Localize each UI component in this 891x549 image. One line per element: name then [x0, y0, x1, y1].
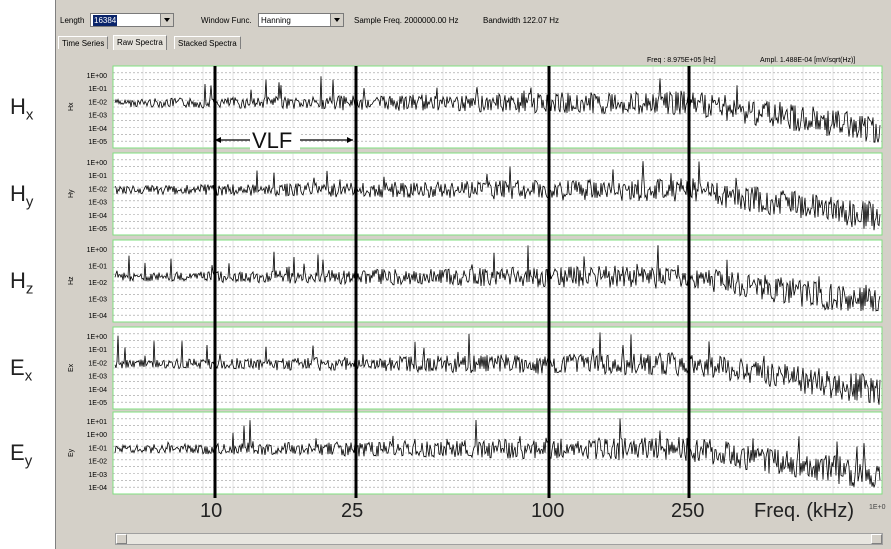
freq-tick-10: 10: [200, 500, 223, 522]
scroll-right-button[interactable]: [871, 534, 882, 544]
spectrum-trace: [114, 332, 881, 405]
channel-label-hy: Hy: [10, 181, 34, 211]
tick-label: 1E-03: [88, 297, 107, 304]
freq-readout: Freq : 8.975E+05 [Hz]: [647, 57, 716, 64]
tick-label: 1E-01: [88, 264, 107, 271]
freq-tick-250: 250: [671, 500, 705, 522]
channel-label-ey: Ey: [10, 440, 33, 470]
window-func-value: Hanning: [261, 16, 291, 25]
channel-axis-label: Ex: [68, 363, 75, 372]
corner-tick: 1E+0: [869, 504, 886, 511]
tab-raw-spectra[interactable]: Raw Spectra: [113, 35, 167, 50]
tick-label: 1E-04: [88, 387, 107, 394]
tick-label: 1E-03: [88, 113, 107, 120]
tick-label: 1E-03: [88, 374, 107, 381]
tick-label: 1E-05: [88, 400, 107, 407]
spectrum-trace: [114, 245, 881, 312]
chevron-down-icon[interactable]: [160, 14, 173, 26]
toolbar: Length 16384 Window Func. Hanning Sample…: [56, 10, 891, 32]
chevron-down-icon[interactable]: [330, 14, 343, 26]
channel-axis-label: Hy: [68, 189, 75, 198]
tab-stacked-spectra[interactable]: Stacked Spectra: [174, 36, 241, 49]
channel-label-hx: Hx: [10, 94, 34, 124]
channel-label-hz: Hz: [10, 268, 34, 298]
freq-axis-label: Freq. (kHz): [754, 500, 854, 522]
tick-label: 1E+00: [87, 73, 108, 80]
tick-label: 1E+00: [87, 334, 108, 341]
channel-axis-label: Ey: [68, 448, 75, 457]
ampl-readout: Ampl. 1.488E-04 [mV/sqrt(Hz)]: [760, 57, 855, 64]
tick-label: 1E-03: [88, 200, 107, 207]
tick-label: 1E-03: [88, 472, 107, 479]
length-value: 16384: [93, 15, 118, 26]
channel-axis-label: Hx: [68, 102, 75, 111]
tick-label: 1E-02: [88, 360, 107, 367]
tick-label: 1E-02: [88, 459, 107, 466]
vlf-arrowhead-right: [347, 137, 353, 143]
tick-label: 1E-04: [88, 213, 107, 220]
tick-label: 1E-05: [88, 139, 107, 146]
channel-label-ex: Ex: [10, 355, 33, 385]
spectrum-trace: [114, 418, 881, 488]
tick-label: 1E-04: [88, 485, 107, 492]
vlf-arrowhead-left: [215, 137, 221, 143]
tick-label: 1E-02: [88, 99, 107, 106]
tick-label: 1E+01: [87, 419, 108, 426]
tick-label: 1E-01: [88, 445, 107, 452]
tick-label: 1E-01: [88, 347, 107, 354]
spectrum-trace: [114, 161, 881, 231]
tick-label: 1E-02: [88, 186, 107, 193]
tick-label: 1E-01: [88, 173, 107, 180]
tab-time-series[interactable]: Time Series: [58, 36, 109, 49]
sample-freq-text: Sample Freq. 2000000.00 Hz: [354, 16, 459, 25]
length-label: Length: [60, 16, 85, 25]
channel-axis-label: Hz: [68, 276, 75, 285]
scroll-left-button[interactable]: [116, 534, 127, 544]
tick-label: 1E+00: [87, 247, 108, 254]
bandwidth-text: Bandwidth 122.07 Hz: [483, 16, 560, 25]
length-dropdown[interactable]: 16384: [90, 13, 174, 27]
spectrum-trace: [114, 76, 881, 143]
tick-label: 1E-04: [88, 126, 107, 133]
window-func-dropdown[interactable]: Hanning: [258, 13, 344, 27]
tick-label: 1E+00: [87, 432, 108, 439]
vlf-label-bg: [250, 128, 300, 150]
horizontal-scrollbar[interactable]: [115, 533, 883, 545]
vlf-label: VLF: [252, 128, 292, 153]
tick-label: 1E-05: [88, 226, 107, 233]
window-func-label: Window Func.: [201, 16, 252, 25]
tick-label: 1E-02: [88, 280, 107, 287]
freq-tick-25: 25: [341, 500, 364, 522]
tick-label: 1E-04: [88, 313, 107, 320]
tick-label: 1E-01: [88, 86, 107, 93]
tick-label: 1E+00: [87, 160, 108, 167]
freq-tick-100: 100: [531, 500, 565, 522]
